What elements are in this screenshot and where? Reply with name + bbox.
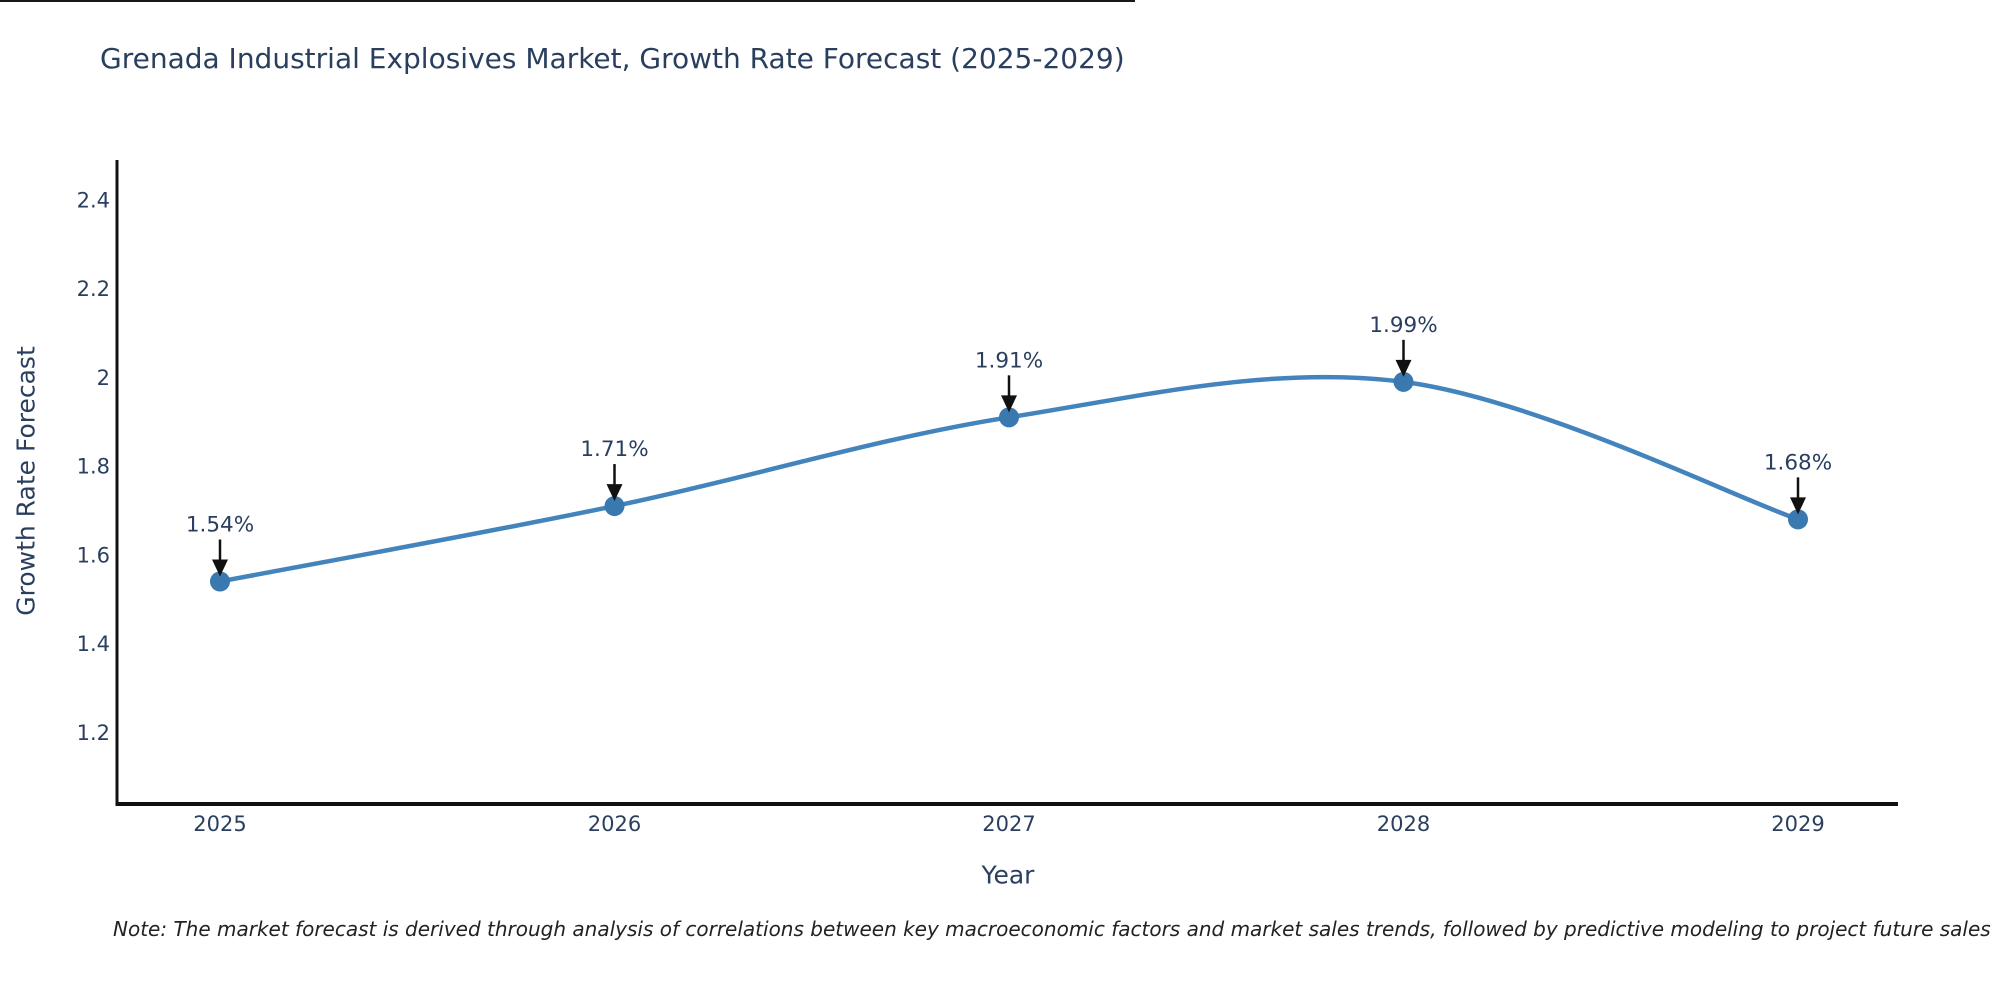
x-tick-label: 2027 <box>982 812 1035 836</box>
x-axis-title: Year <box>981 860 1035 890</box>
data-point-marker-2026[interactable] <box>604 496 625 517</box>
x-tick-label: 2025 <box>193 812 246 836</box>
x-tick-label: 2028 <box>1377 812 1430 836</box>
y-tick-label: 1.4 <box>77 632 110 656</box>
annotation-label: 1.71% <box>580 437 648 462</box>
y-tick-label: 2.2 <box>77 277 110 301</box>
annotation-label: 1.68% <box>1764 450 1832 475</box>
annotation-arrowhead <box>1001 395 1017 413</box>
annotation-label: 1.54% <box>186 512 254 537</box>
x-tick-label: 2026 <box>588 812 641 836</box>
y-axis-title: Growth Rate Forecast <box>11 346 41 616</box>
y-tick-label: 2 <box>97 366 110 390</box>
y-tick-label: 1.8 <box>77 455 110 479</box>
annotation-arrowhead <box>1790 497 1806 515</box>
annotation-arrowhead <box>212 559 228 577</box>
annotation-arrowhead <box>606 484 623 502</box>
data-point-marker-2025[interactable] <box>210 571 230 592</box>
annotation-label: 1.99% <box>1369 313 1437 338</box>
data-point-marker-2027[interactable] <box>999 407 1019 428</box>
y-tick-label: 2.4 <box>77 188 110 212</box>
chart-title: Grenada Industrial Explosives Market, Gr… <box>100 42 1125 75</box>
y-tick-label: 1.6 <box>77 543 110 567</box>
x-tick-label: 2029 <box>1771 812 1824 836</box>
data-point-marker-2028[interactable] <box>1393 371 1414 392</box>
annotation-label: 1.91% <box>975 348 1043 373</box>
y-tick-label: 1.2 <box>77 721 110 745</box>
annotation-arrowhead <box>1395 359 1412 377</box>
data-point-marker-2029[interactable] <box>1788 509 1808 530</box>
top-edge-decoration <box>0 0 1135 2</box>
footnote: Note: The market forecast is derived thr… <box>113 917 1991 941</box>
